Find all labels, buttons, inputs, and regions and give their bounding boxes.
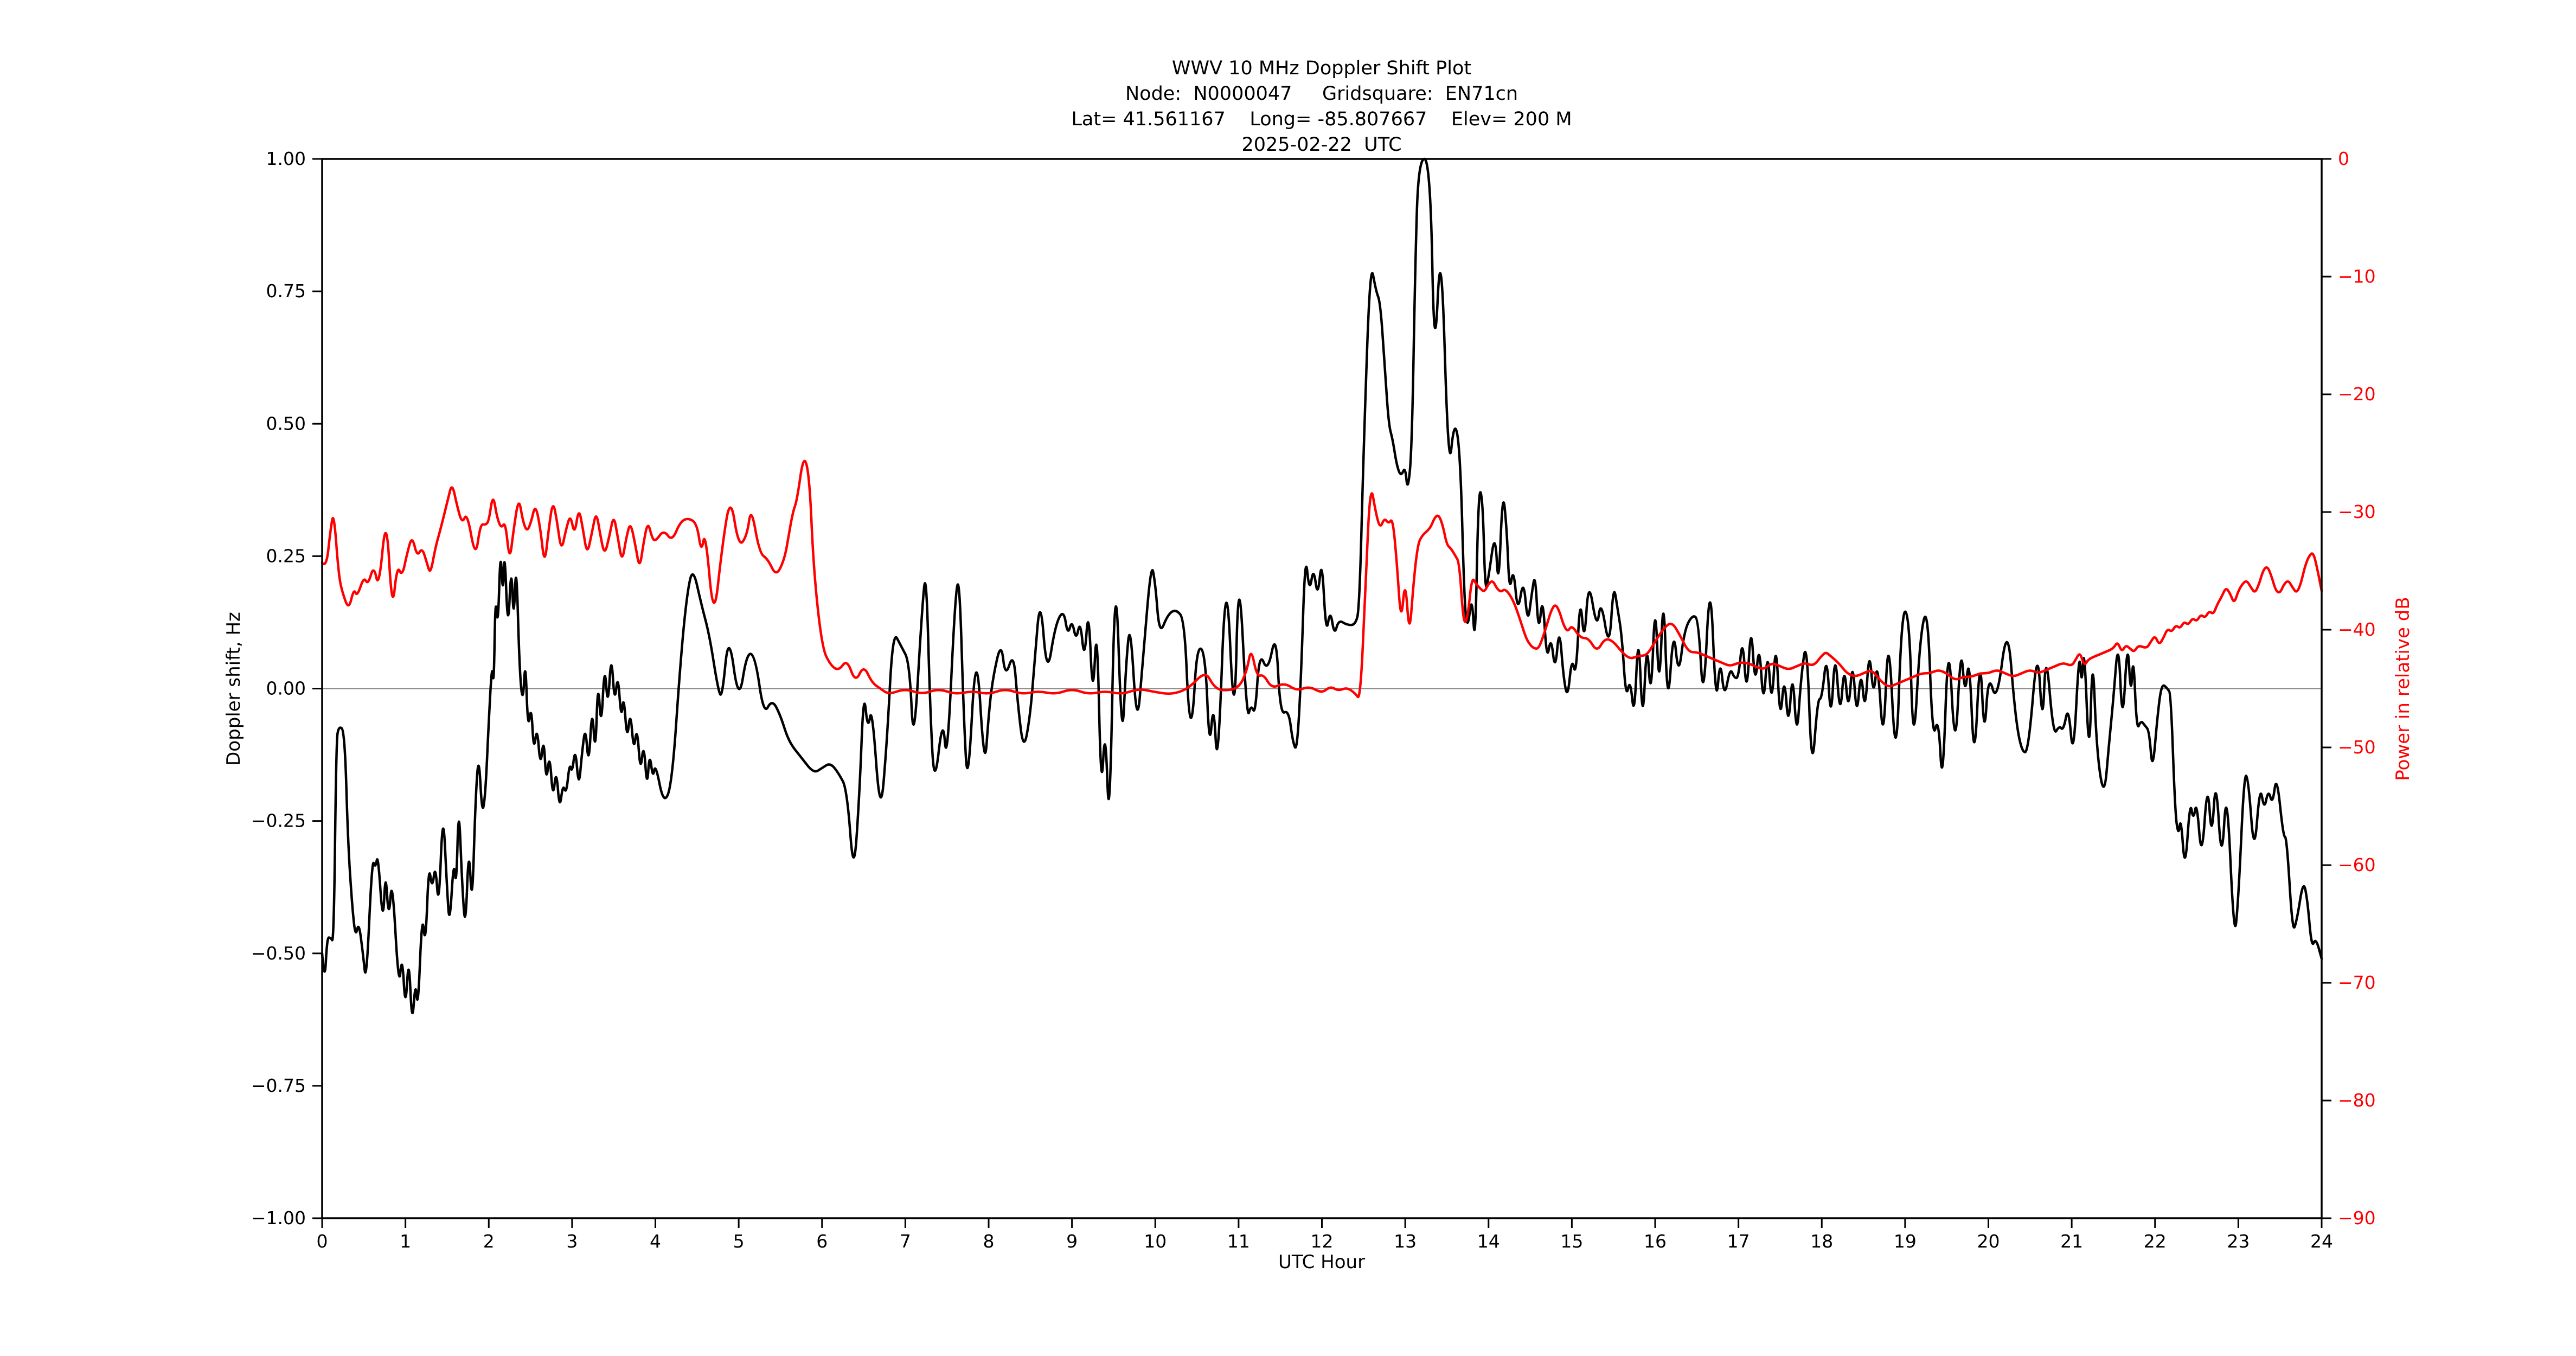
x-tick-label: 18 bbox=[1810, 1231, 1833, 1252]
x-tick-label: 9 bbox=[1066, 1231, 1078, 1252]
x-tick-label: 6 bbox=[816, 1231, 828, 1252]
y-right-tick-label: 0 bbox=[2338, 148, 2349, 169]
x-tick-label: 15 bbox=[1560, 1231, 1583, 1252]
series-doppler-shift-hz bbox=[321, 157, 2323, 1014]
y-left-tick-label: 0.25 bbox=[266, 545, 306, 566]
y-left-tick-label: −0.75 bbox=[251, 1075, 306, 1096]
y-left-tick-label: −0.50 bbox=[251, 943, 306, 964]
chart-title-line3: Lat= 41.561167 Long= -85.807667 Elev= 20… bbox=[1071, 108, 1572, 130]
x-tick-label: 19 bbox=[1894, 1231, 1917, 1252]
x-tick-label: 17 bbox=[1727, 1231, 1750, 1252]
chart-title-line4: 2025-02-22 UTC bbox=[1241, 134, 1401, 156]
chart-title-line2: Node: N0000047 Gridsquare: EN71cn bbox=[1125, 83, 1518, 105]
series-power-relative-db bbox=[321, 459, 2323, 699]
x-tick-label: 0 bbox=[317, 1231, 328, 1252]
y-right-tick-label: −60 bbox=[2338, 854, 2376, 875]
y-right-tick-label: −40 bbox=[2338, 619, 2376, 640]
x-tick-label: 13 bbox=[1394, 1231, 1417, 1252]
x-tick-label: 8 bbox=[983, 1231, 995, 1252]
x-tick-label: 22 bbox=[2144, 1231, 2167, 1252]
y-right-tick-label: −90 bbox=[2338, 1207, 2376, 1229]
x-tick-label: 3 bbox=[566, 1231, 578, 1252]
x-tick-label: 20 bbox=[1977, 1231, 2000, 1252]
y-right-tick-label: −50 bbox=[2338, 737, 2376, 758]
x-tick-label: 1 bbox=[400, 1231, 411, 1252]
x-tick-label: 10 bbox=[1144, 1231, 1167, 1252]
x-tick-label: 14 bbox=[1477, 1231, 1500, 1252]
x-tick-label: 7 bbox=[900, 1231, 911, 1252]
x-tick-label: 2 bbox=[483, 1231, 495, 1252]
x-axis-label: UTC Hour bbox=[1278, 1251, 1365, 1273]
y-left-tick-label: −1.00 bbox=[251, 1207, 306, 1229]
y-right-tick-label: −20 bbox=[2338, 383, 2376, 405]
x-tick-label: 5 bbox=[733, 1231, 745, 1252]
y-left-tick-label: 0.00 bbox=[266, 678, 306, 699]
y-left-tick-label: 0.50 bbox=[266, 413, 306, 434]
x-tick-label: 21 bbox=[2060, 1231, 2083, 1252]
y-left-tick-label: 0.75 bbox=[266, 280, 306, 302]
x-tick-label: 16 bbox=[1644, 1231, 1667, 1252]
x-tick-label: 23 bbox=[2227, 1231, 2250, 1252]
y-left-tick-label: 1.00 bbox=[266, 148, 306, 169]
x-tick-label: 4 bbox=[650, 1231, 661, 1252]
right-axis-label: Power in relative dB bbox=[2392, 597, 2414, 781]
chart-title-line1: WWV 10 MHz Doppler Shift Plot bbox=[1172, 57, 1471, 79]
y-left-tick-label: −0.25 bbox=[251, 810, 306, 831]
y-right-tick-label: −80 bbox=[2338, 1090, 2376, 1111]
plot-layer: 0 1 2 3 4 5 6 7 8 9 10 11 12 13 14 15 16 17 18 19 20 21 22 23 24… bbox=[251, 148, 2376, 1252]
y-right-tick-label: −10 bbox=[2338, 266, 2376, 287]
y-right-tick-label: −70 bbox=[2338, 972, 2376, 993]
x-tick-label: 12 bbox=[1311, 1231, 1334, 1252]
y-right-tick-label: −30 bbox=[2338, 501, 2376, 522]
left-axis-label: Doppler shift, Hz bbox=[223, 612, 245, 766]
x-tick-label: 11 bbox=[1227, 1231, 1250, 1252]
x-tick-label: 24 bbox=[2310, 1231, 2333, 1252]
